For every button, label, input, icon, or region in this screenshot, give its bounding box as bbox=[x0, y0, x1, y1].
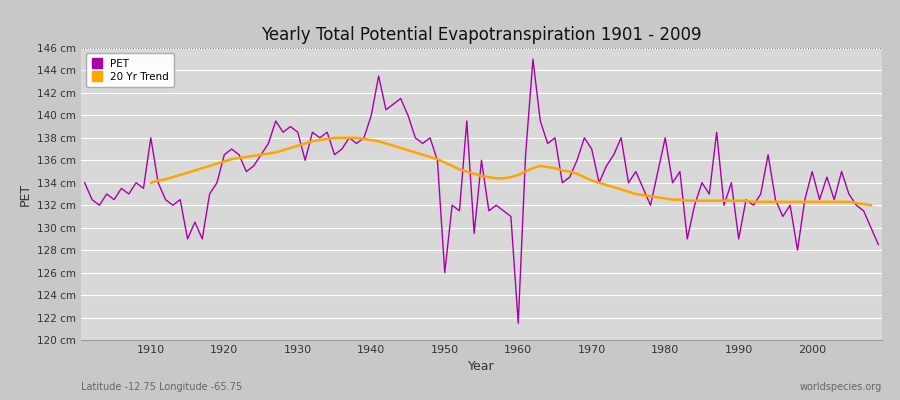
Legend: PET, 20 Yr Trend: PET, 20 Yr Trend bbox=[86, 53, 174, 87]
Title: Yearly Total Potential Evapotranspiration 1901 - 2009: Yearly Total Potential Evapotranspiratio… bbox=[261, 26, 702, 44]
Text: Latitude -12.75 Longitude -65.75: Latitude -12.75 Longitude -65.75 bbox=[81, 382, 242, 392]
Y-axis label: PET: PET bbox=[19, 182, 32, 206]
X-axis label: Year: Year bbox=[468, 360, 495, 374]
Text: worldspecies.org: worldspecies.org bbox=[800, 382, 882, 392]
